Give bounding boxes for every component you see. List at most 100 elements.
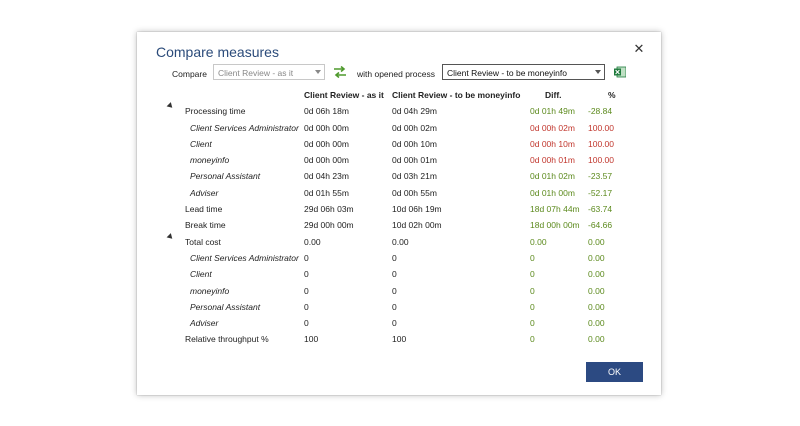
- compare-measures-dialog: Compare measures ✕ Compare Client Review…: [137, 32, 661, 395]
- to-be-value: 0: [392, 269, 397, 280]
- compare-source-select[interactable]: Client Review - as it: [213, 64, 325, 80]
- swap-arrows-icon[interactable]: [333, 66, 347, 78]
- to-be-value: 0: [392, 285, 397, 296]
- percent-value: 0.00: [588, 252, 605, 263]
- percent-value: -28.84: [588, 106, 613, 117]
- diff-value: 0: [530, 334, 535, 345]
- table-row: Lead time 29d 06h 03m 10d 06h 19m 18d 07h 4…: [137, 201, 661, 217]
- percent-value: 100.00: [588, 122, 614, 133]
- percent-value: 0.00: [588, 285, 605, 296]
- column-header-to-be: Client Review - to be moneyinfo: [392, 90, 521, 100]
- measures-table: Client Review - as it Client Review - to…: [137, 87, 661, 348]
- to-be-value: 0: [392, 318, 397, 329]
- as-is-value: 0d 00h 00m: [304, 122, 349, 133]
- collapse-triangle-icon[interactable]: [166, 102, 175, 111]
- excel-export-icon[interactable]: [614, 66, 626, 78]
- percent-value: 100.00: [588, 138, 614, 149]
- to-be-value: 0: [392, 301, 397, 312]
- as-is-value: 0d 00h 00m: [304, 138, 349, 149]
- as-is-value: 0d 06h 18m: [304, 106, 349, 117]
- table-row: Client Services Administrator 0d 00h 00m 0…: [137, 120, 661, 136]
- as-is-value: 29d 00h 00m: [304, 220, 354, 231]
- table-row: Break time 29d 00h 00m 10d 02h 00m 18d 00h …: [137, 217, 661, 233]
- chevron-down-icon: [315, 70, 321, 74]
- to-be-value: 0d 04h 29m: [392, 106, 437, 117]
- as-is-value: 0d 01h 55m: [304, 187, 349, 198]
- measure-name: Relative throughput %: [185, 334, 269, 345]
- to-be-value: 0: [392, 252, 397, 263]
- table-row: moneyinfo 0d 00h 00m 0d 00h 01m 0d 00h 01m 1…: [137, 152, 661, 168]
- as-is-value: 0d 04h 23m: [304, 171, 349, 182]
- diff-value: 0.00: [530, 236, 547, 247]
- percent-value: -64.66: [588, 220, 613, 231]
- measure-name: Total cost: [185, 236, 221, 247]
- diff-value: 0: [530, 318, 535, 329]
- close-icon[interactable]: ✕: [633, 41, 645, 56]
- percent-value: 0.00: [588, 318, 605, 329]
- as-is-value: 0d 00h 00m: [304, 155, 349, 166]
- with-opened-process-label: with opened process: [357, 69, 435, 79]
- as-is-value: 0: [304, 318, 309, 329]
- to-be-value: 0d 00h 10m: [392, 138, 437, 149]
- percent-value: 0.00: [588, 269, 605, 280]
- measure-name: Personal Assistant: [190, 301, 261, 312]
- table-row: Adviser 0 0 0 0.00: [137, 315, 661, 331]
- measure-name: Personal Assistant: [190, 171, 261, 182]
- diff-value: 0: [530, 285, 535, 296]
- table-row: Client 0 0 0 0.00: [137, 266, 661, 282]
- to-be-value: 0d 03h 21m: [392, 171, 437, 182]
- diff-value: 18d 00h 00m: [530, 220, 580, 231]
- measure-name: Client: [190, 138, 212, 149]
- table-row: Relative throughput % 100 100 0 0.00: [137, 331, 661, 347]
- percent-value: -23.57: [588, 171, 613, 182]
- percent-value: -52.17: [588, 187, 613, 198]
- diff-value: 0d 01h 49m: [530, 106, 575, 117]
- measure-name: Lead time: [185, 204, 223, 215]
- table-row: Personal Assistant 0 0 0 0.00: [137, 299, 661, 315]
- percent-value: -63.74: [588, 204, 613, 215]
- to-be-value: 10d 02h 00m: [392, 220, 442, 231]
- diff-value: 18d 07h 44m: [530, 204, 580, 215]
- measure-name: Adviser: [190, 187, 219, 198]
- diff-value: 0d 00h 10m: [530, 138, 575, 149]
- column-header-as-is: Client Review - as it: [304, 90, 384, 100]
- table-row: Total cost 0.00 0.00 0.00 0.00: [137, 232, 661, 250]
- compare-toolbar: Compare Client Review - as it with opene…: [137, 64, 661, 84]
- diff-value: 0d 00h 02m: [530, 122, 575, 133]
- measure-name: Processing time: [185, 106, 246, 117]
- as-is-value: 29d 06h 03m: [304, 204, 354, 215]
- opened-process-select[interactable]: Client Review - to be moneyinfo: [442, 64, 605, 80]
- as-is-value: 0: [304, 252, 309, 263]
- measure-name: Client Services Administrator: [190, 122, 299, 133]
- ok-button[interactable]: OK: [586, 362, 643, 382]
- as-is-value: 0.00: [304, 236, 321, 247]
- table-row: Adviser 0d 01h 55m 0d 00h 55m 0d 01h 00m -52…: [137, 185, 661, 201]
- measure-name: Adviser: [190, 318, 219, 329]
- as-is-value: 0: [304, 301, 309, 312]
- diff-value: 0: [530, 269, 535, 280]
- table-header: Client Review - as it Client Review - to…: [137, 87, 661, 103]
- table-row: moneyinfo 0 0 0 0.00: [137, 283, 661, 299]
- diff-value: 0d 01h 00m: [530, 187, 575, 198]
- diff-value: 0d 01h 02m: [530, 171, 575, 182]
- percent-value: 100.00: [588, 155, 614, 166]
- measure-name: Client: [190, 269, 212, 280]
- opened-process-value: Client Review - to be moneyinfo: [447, 68, 568, 78]
- as-is-value: 0: [304, 269, 309, 280]
- to-be-value: 0.00: [392, 236, 409, 247]
- measure-name: moneyinfo: [190, 285, 230, 296]
- chevron-down-icon: [595, 70, 601, 74]
- table-row: Client Services Administrator 0 0 0 0.00: [137, 250, 661, 266]
- table-row: Processing time 0d 06h 18m 0d 04h 29m 0d 01…: [137, 102, 661, 119]
- diff-value: 0: [530, 252, 535, 263]
- dialog-title: Compare measures: [156, 44, 279, 60]
- collapse-triangle-icon[interactable]: [166, 232, 175, 241]
- table-row: Personal Assistant 0d 04h 23m 0d 03h 21m 0d…: [137, 168, 661, 184]
- measure-name: Break time: [185, 220, 226, 231]
- measure-name: moneyinfo: [190, 155, 230, 166]
- to-be-value: 0d 00h 55m: [392, 187, 437, 198]
- column-header-diff: Diff.: [545, 90, 562, 100]
- to-be-value: 10d 06h 19m: [392, 204, 442, 215]
- percent-value: 0.00: [588, 334, 605, 345]
- percent-value: 0.00: [588, 236, 605, 247]
